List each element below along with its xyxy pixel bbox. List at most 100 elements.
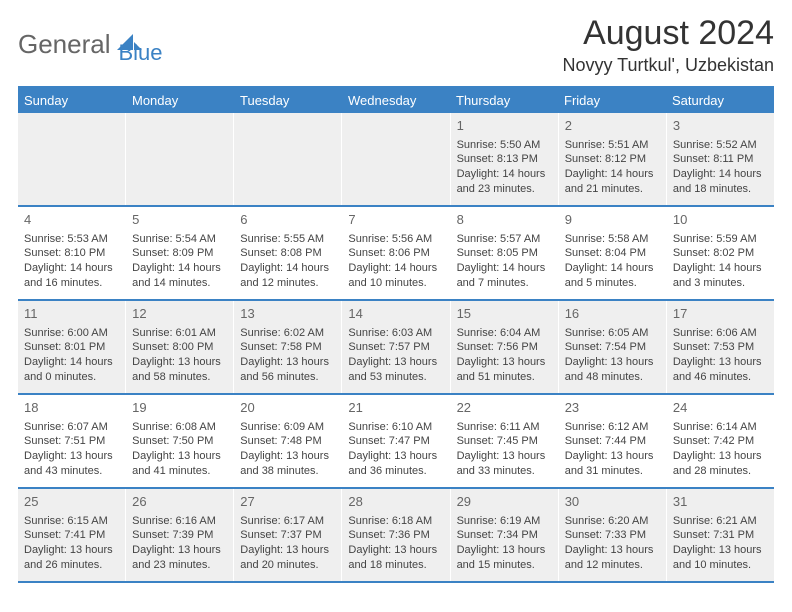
daylight-text: Daylight: 14 hours and 16 minutes. bbox=[24, 261, 119, 291]
day-cell: 28Sunrise: 6:18 AMSunset: 7:36 PMDayligh… bbox=[341, 489, 449, 581]
day-cell: 1 Sunrise: 5:50 AMSunset: 8:13 PMDaylight… bbox=[450, 113, 558, 205]
week-divider bbox=[18, 581, 774, 583]
sunrise-text: Sunrise: 6:19 AM bbox=[457, 514, 552, 529]
daylight-text: Daylight: 14 hours and 12 minutes. bbox=[240, 261, 335, 291]
day-number: 31 bbox=[673, 493, 768, 511]
sunrise-text: Sunrise: 6:21 AM bbox=[673, 514, 768, 529]
day-number: 14 bbox=[348, 305, 443, 323]
sunrise-text: Sunrise: 6:01 AM bbox=[132, 326, 227, 341]
brand-logo: General Blue bbox=[18, 14, 163, 66]
day-cell: 18Sunrise: 6:07 AMSunset: 7:51 PMDayligh… bbox=[18, 395, 125, 487]
daylight-text: Daylight: 13 hours and 20 minutes. bbox=[240, 543, 335, 573]
day-number: 23 bbox=[565, 399, 660, 417]
day-cell: 7Sunrise: 5:56 AMSunset: 8:06 PMDaylight… bbox=[341, 207, 449, 299]
sunrise-text: Sunrise: 5:58 AM bbox=[565, 232, 660, 247]
daylight-text: Daylight: 13 hours and 58 minutes. bbox=[132, 355, 227, 385]
day-cell: 23Sunrise: 6:12 AMSunset: 7:44 PMDayligh… bbox=[558, 395, 666, 487]
day-cell: 4 Sunrise: 5:53 AMSunset: 8:10 PMDaylight… bbox=[18, 207, 125, 299]
brand-part1: General bbox=[18, 29, 111, 60]
sunrise-text: Sunrise: 5:56 AM bbox=[348, 232, 443, 247]
sunset-text: Sunset: 7:53 PM bbox=[673, 340, 768, 355]
daylight-text: Daylight: 13 hours and 26 minutes. bbox=[24, 543, 119, 573]
sunset-text: Sunset: 7:37 PM bbox=[240, 528, 335, 543]
title-block: August 2024 Novyy Turtkul', Uzbekistan bbox=[562, 14, 774, 76]
sunset-text: Sunset: 7:58 PM bbox=[240, 340, 335, 355]
sunset-text: Sunset: 8:10 PM bbox=[24, 246, 119, 261]
sunrise-text: Sunrise: 5:51 AM bbox=[565, 138, 660, 153]
sunrise-text: Sunrise: 6:14 AM bbox=[673, 420, 768, 435]
sunrise-text: Sunrise: 6:04 AM bbox=[457, 326, 552, 341]
day-number: 1 bbox=[457, 117, 552, 135]
sunrise-text: Sunrise: 6:09 AM bbox=[240, 420, 335, 435]
sunset-text: Sunset: 8:04 PM bbox=[565, 246, 660, 261]
brand-part2: Blue bbox=[119, 22, 163, 66]
sunset-text: Sunset: 7:56 PM bbox=[457, 340, 552, 355]
daylight-text: Daylight: 14 hours and 21 minutes. bbox=[565, 167, 660, 197]
daylight-text: Daylight: 13 hours and 41 minutes. bbox=[132, 449, 227, 479]
day-number: 9 bbox=[565, 211, 660, 229]
sunrise-text: Sunrise: 5:53 AM bbox=[24, 232, 119, 247]
week-row: 11Sunrise: 6:00 AMSunset: 8:01 PMDayligh… bbox=[18, 301, 774, 393]
day-number: 13 bbox=[240, 305, 335, 323]
sunset-text: Sunset: 8:08 PM bbox=[240, 246, 335, 261]
sunset-text: Sunset: 8:09 PM bbox=[132, 246, 227, 261]
day-cell: 12Sunrise: 6:01 AMSunset: 8:00 PMDayligh… bbox=[125, 301, 233, 393]
daylight-text: Daylight: 13 hours and 31 minutes. bbox=[565, 449, 660, 479]
day-cell bbox=[18, 113, 125, 205]
sunset-text: Sunset: 8:12 PM bbox=[565, 152, 660, 167]
sunset-text: Sunset: 8:13 PM bbox=[457, 152, 552, 167]
day-cell: 17Sunrise: 6:06 AMSunset: 7:53 PMDayligh… bbox=[666, 301, 774, 393]
sunrise-text: Sunrise: 5:52 AM bbox=[673, 138, 768, 153]
sunset-text: Sunset: 8:01 PM bbox=[24, 340, 119, 355]
daylight-text: Daylight: 13 hours and 56 minutes. bbox=[240, 355, 335, 385]
sunrise-text: Sunrise: 5:50 AM bbox=[457, 138, 552, 153]
daylight-text: Daylight: 13 hours and 10 minutes. bbox=[673, 543, 768, 573]
weekday-header-row: Sunday Monday Tuesday Wednesday Thursday… bbox=[18, 88, 774, 113]
day-number: 2 bbox=[565, 117, 660, 135]
day-cell: 30Sunrise: 6:20 AMSunset: 7:33 PMDayligh… bbox=[558, 489, 666, 581]
day-number: 4 bbox=[24, 211, 119, 229]
daylight-text: Daylight: 14 hours and 3 minutes. bbox=[673, 261, 768, 291]
daylight-text: Daylight: 14 hours and 7 minutes. bbox=[457, 261, 552, 291]
header: General Blue August 2024 Novyy Turtkul',… bbox=[18, 14, 774, 76]
daylight-text: Daylight: 13 hours and 12 minutes. bbox=[565, 543, 660, 573]
sunrise-text: Sunrise: 6:11 AM bbox=[457, 420, 552, 435]
day-cell bbox=[125, 113, 233, 205]
sunrise-text: Sunrise: 6:08 AM bbox=[132, 420, 227, 435]
sunset-text: Sunset: 8:06 PM bbox=[348, 246, 443, 261]
sunset-text: Sunset: 7:33 PM bbox=[565, 528, 660, 543]
daylight-text: Daylight: 13 hours and 28 minutes. bbox=[673, 449, 768, 479]
sunrise-text: Sunrise: 6:20 AM bbox=[565, 514, 660, 529]
day-cell: 26Sunrise: 6:16 AMSunset: 7:39 PMDayligh… bbox=[125, 489, 233, 581]
sunrise-text: Sunrise: 6:15 AM bbox=[24, 514, 119, 529]
sunrise-text: Sunrise: 6:17 AM bbox=[240, 514, 335, 529]
day-number: 22 bbox=[457, 399, 552, 417]
day-cell: 27 Sunrise: 6:17 AMSunset: 7:37 PMDayligh… bbox=[233, 489, 341, 581]
daylight-text: Daylight: 14 hours and 23 minutes. bbox=[457, 167, 552, 197]
day-number: 3 bbox=[673, 117, 768, 135]
location-subtitle: Novyy Turtkul', Uzbekistan bbox=[562, 55, 774, 76]
week-row: 18Sunrise: 6:07 AMSunset: 7:51 PMDayligh… bbox=[18, 395, 774, 487]
sunrise-text: Sunrise: 6:18 AM bbox=[348, 514, 443, 529]
weekday-header: Wednesday bbox=[342, 88, 450, 113]
sunrise-text: Sunrise: 6:07 AM bbox=[24, 420, 119, 435]
day-number: 7 bbox=[348, 211, 443, 229]
daylight-text: Daylight: 13 hours and 53 minutes. bbox=[348, 355, 443, 385]
day-number: 10 bbox=[673, 211, 768, 229]
weekday-header: Sunday bbox=[18, 88, 126, 113]
sunrise-text: Sunrise: 6:12 AM bbox=[565, 420, 660, 435]
week-row: 25Sunrise: 6:15 AMSunset: 7:41 PMDayligh… bbox=[18, 489, 774, 581]
sunrise-text: Sunrise: 5:55 AM bbox=[240, 232, 335, 247]
sunset-text: Sunset: 7:50 PM bbox=[132, 434, 227, 449]
daylight-text: Daylight: 14 hours and 14 minutes. bbox=[132, 261, 227, 291]
sunset-text: Sunset: 7:41 PM bbox=[24, 528, 119, 543]
sunrise-text: Sunrise: 6:03 AM bbox=[348, 326, 443, 341]
sunset-text: Sunset: 8:11 PM bbox=[673, 152, 768, 167]
sunset-text: Sunset: 7:31 PM bbox=[673, 528, 768, 543]
weekday-header: Tuesday bbox=[234, 88, 342, 113]
day-number: 27 bbox=[240, 493, 335, 511]
daylight-text: Daylight: 13 hours and 33 minutes. bbox=[457, 449, 552, 479]
sunset-text: Sunset: 7:39 PM bbox=[132, 528, 227, 543]
day-cell: 20Sunrise: 6:09 AMSunset: 7:48 PMDayligh… bbox=[233, 395, 341, 487]
sunrise-text: Sunrise: 6:16 AM bbox=[132, 514, 227, 529]
